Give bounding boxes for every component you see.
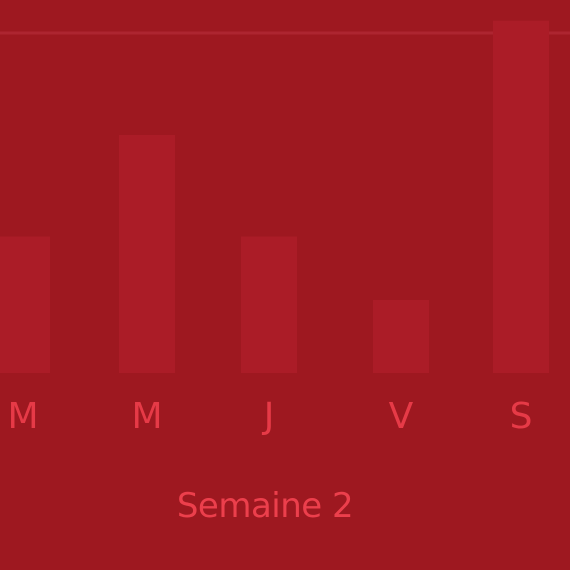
- bar-2: [241, 237, 297, 373]
- bar-3: [373, 300, 429, 373]
- week-label: Semaine 2: [0, 486, 530, 526]
- bar-0: [0, 237, 50, 373]
- bar-1: [119, 135, 175, 373]
- tick-label-3: V: [389, 396, 414, 437]
- tick-label-1: M: [131, 396, 162, 437]
- bars-group: [0, 21, 549, 373]
- tick-label-2: J: [262, 396, 275, 437]
- tick-label-4: S: [510, 396, 533, 437]
- tick-label-0: M: [7, 396, 38, 437]
- bar-4: [493, 21, 549, 373]
